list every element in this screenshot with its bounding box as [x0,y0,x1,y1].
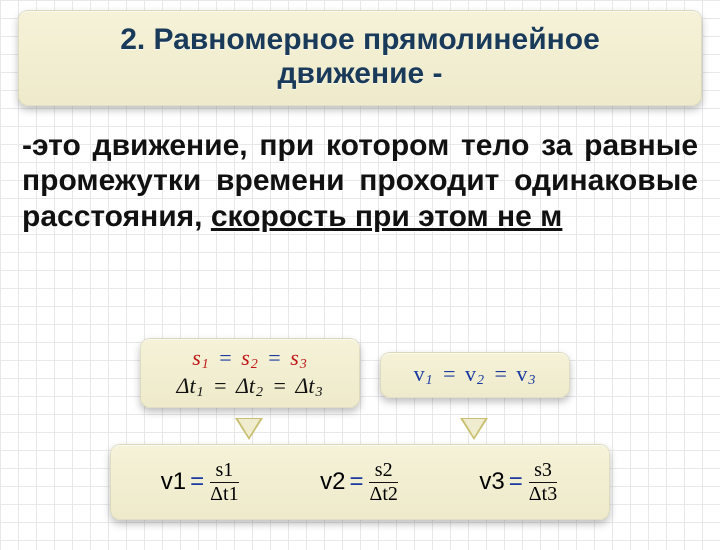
definition-prefix: - [22,129,32,162]
arrow-down-icon [460,418,488,440]
formula-v1: v1 = s1 Δt1 [161,460,241,505]
title-line1: 2. Равномерное прямолинейное [39,23,681,57]
arrow-down-icon [235,418,263,440]
t-equality-line: Δt1 = Δt2 = Δt3 [151,373,349,401]
title-banner: 2. Равномерное прямолинейное движение - [18,10,702,106]
s-equality-line: s1 = s2 = s3 [151,345,349,373]
title-line2: движение - [39,57,681,91]
definition-text: -это движение, при котором тело за равны… [22,128,698,234]
formula-v3: v3 = s3 Δt3 [479,460,559,505]
formula-v2: v2 = s2 Δt2 [320,460,400,505]
definition-underlined: скорость при этом не м [211,200,563,233]
v-equality-line: v1 = v2 = v3 [391,361,559,389]
box-s-t-equalities: s1 = s2 = s3 Δt1 = Δt2 = Δt3 [140,338,360,408]
box-velocity-formulas: v1 = s1 Δt1 v2 = s2 Δt2 v3 = s3 Δt3 [110,444,610,520]
box-v-equalities: v1 = v2 = v3 [380,352,570,398]
